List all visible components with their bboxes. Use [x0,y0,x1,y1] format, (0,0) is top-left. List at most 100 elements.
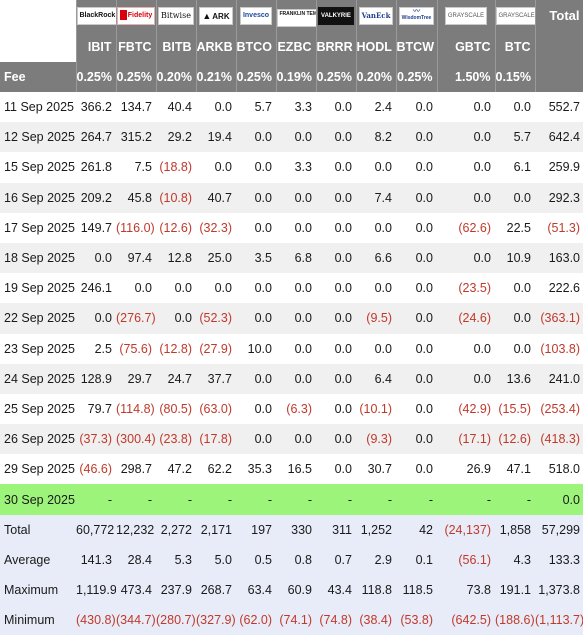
flow-value: 0.0 [495,182,535,213]
summary-value: (74.8) [316,605,356,636]
flow-value: 25.0 [196,242,236,274]
fidelity-logo: Fidelity [116,7,155,25]
flow-value: - [116,484,156,515]
table-row: 29 Sep 2025 (46.6) 298.7 47.2 62.2 35.3 16.5 0.… [0,454,583,485]
ark-invest-logo: ▲ARK [199,6,233,25]
vaneck-logo: VanEck [358,6,394,25]
flow-value: (300.4) [116,424,156,455]
summary-value: (74.1) [276,605,316,636]
flow-value: 0.0 [276,363,316,394]
ticker-header: GBTC [437,31,496,62]
flow-value: 264.7 [76,122,116,153]
blackrock-logo: BlackRock [76,7,115,25]
summary-value: (56.1) [437,544,495,575]
ticker-header: BTCO [236,31,277,62]
flow-value: 0.0 [396,333,437,364]
flow-value: (6.3) [276,393,316,425]
flow-value: 0.0 [396,454,437,485]
summary-value: 330 [276,514,316,545]
row-date: 19 Sep 2025 [0,273,76,304]
summary-value: 118.5 [396,575,437,606]
total-column-header: Total [535,0,583,31]
flow-value: (23.5) [437,273,495,304]
flow-value: 0.0 [316,152,356,183]
summary-value: (62.0) [236,605,276,636]
ticker-header: BTCW [396,31,438,62]
flow-value: 0.0 [316,273,356,304]
table-row: 26 Sep 2025 (37.3) (300.4) (23.8) (17.8) 0.0 0… [0,424,583,455]
fee-value: 0.25% [316,62,357,92]
flow-value: 47.2 [156,454,196,485]
flow-value: 0.0 [437,92,495,123]
row-date: 15 Sep 2025 [0,152,76,183]
summary-value: (430.8) [76,605,116,636]
table-row: 11 Sep 2025 366.2 134.7 40.4 0.0 5.7 3.3 0.0 2.4… [0,92,583,123]
flow-value: (52.3) [196,303,236,334]
flow-value: 3.3 [276,92,316,123]
row-total: 292.3 [535,182,583,213]
summary-value: (188.6) [495,605,535,636]
fee-value: 0.20% [156,62,197,92]
flow-value: 0.0 [316,303,356,334]
row-date: 16 Sep 2025 [0,182,76,213]
summary-total: 133.3 [535,544,583,575]
ark-logo-text: ARK [212,11,230,21]
flow-value: 62.2 [196,454,236,485]
flow-value: 0.0 [276,182,316,213]
summary-row: Minimum (430.8) (344.7) (280.7) (327.9) (62.0… [0,605,583,636]
flow-value: 0.0 [156,303,196,334]
flow-value: 0.0 [276,333,316,364]
table-row: 12 Sep 2025 264.7 315.2 29.2 19.4 0.0 0.0 0.0 8.… [0,122,583,153]
summary-row: Total 60,772 12,232 2,272 2,171 197 330 311 1,25… [0,514,583,545]
row-date: 30 Sep 2025 [0,484,76,515]
flow-value: 261.8 [76,152,116,183]
fee-value: 0.20% [356,62,397,92]
flow-value: 0.0 [356,333,396,364]
flow-value: 0.0 [437,363,495,394]
flow-value: 13.6 [495,363,535,394]
flow-value: - [156,484,196,515]
summary-value: 311 [316,514,356,545]
summary-value: 0.1 [396,544,437,575]
grayscale-logo: GRAYSCALE [495,7,534,25]
row-total: (363.1) [535,303,583,334]
flow-value: 22.5 [495,212,535,243]
flow-value: 7.4 [356,182,396,213]
flow-value: 45.8 [116,182,156,213]
ticker-header: FBTC [116,31,157,62]
summary-value: 28.4 [116,544,156,575]
fidelity-logo-text: Fidelity [127,12,153,19]
flow-value: 5.7 [236,92,276,123]
row-total: 163.0 [535,242,583,274]
ticker-header: BRRR [316,31,357,62]
flow-value: 37.7 [196,363,236,394]
flow-value: - [396,484,437,515]
flow-value: 0.0 [76,303,116,334]
ticker-header: IBIT [76,31,117,62]
flow-value: 0.0 [236,363,276,394]
flow-value: (63.0) [196,393,236,425]
summary-value: 73.8 [437,575,495,606]
summary-value: 141.3 [76,544,116,575]
flow-value: 0.0 [396,122,437,153]
table-row: 24 Sep 2025 128.9 29.7 24.7 37.7 0.0 0.0 0.0 6.4… [0,363,583,394]
row-date: 29 Sep 2025 [0,454,76,485]
flow-value: 2.5 [76,333,116,364]
flow-value: (37.3) [76,424,116,455]
flow-value: (116.0) [116,212,156,243]
table-row: 19 Sep 2025 246.1 0.0 0.0 0.0 0.0 0.0 0.0 0.0 0.0… [0,273,583,304]
flow-value: 0.0 [495,273,535,304]
summary-row: Average 141.3 28.4 5.3 5.0 0.5 0.8 0.7 2.9 0.1 (56… [0,544,583,575]
flow-value: 6.4 [356,363,396,394]
flow-value: 0.0 [316,92,356,123]
flow-value: 0.0 [495,92,535,123]
summary-value: 0.7 [316,544,356,575]
flow-value: 6.1 [495,152,535,183]
flow-value: (42.9) [437,393,495,425]
ticker-header: BTC [495,31,536,62]
ark-triangle-icon: ▲ [202,10,212,21]
summary-value: 5.0 [196,544,236,575]
fee-value: 0.25% [396,62,438,92]
